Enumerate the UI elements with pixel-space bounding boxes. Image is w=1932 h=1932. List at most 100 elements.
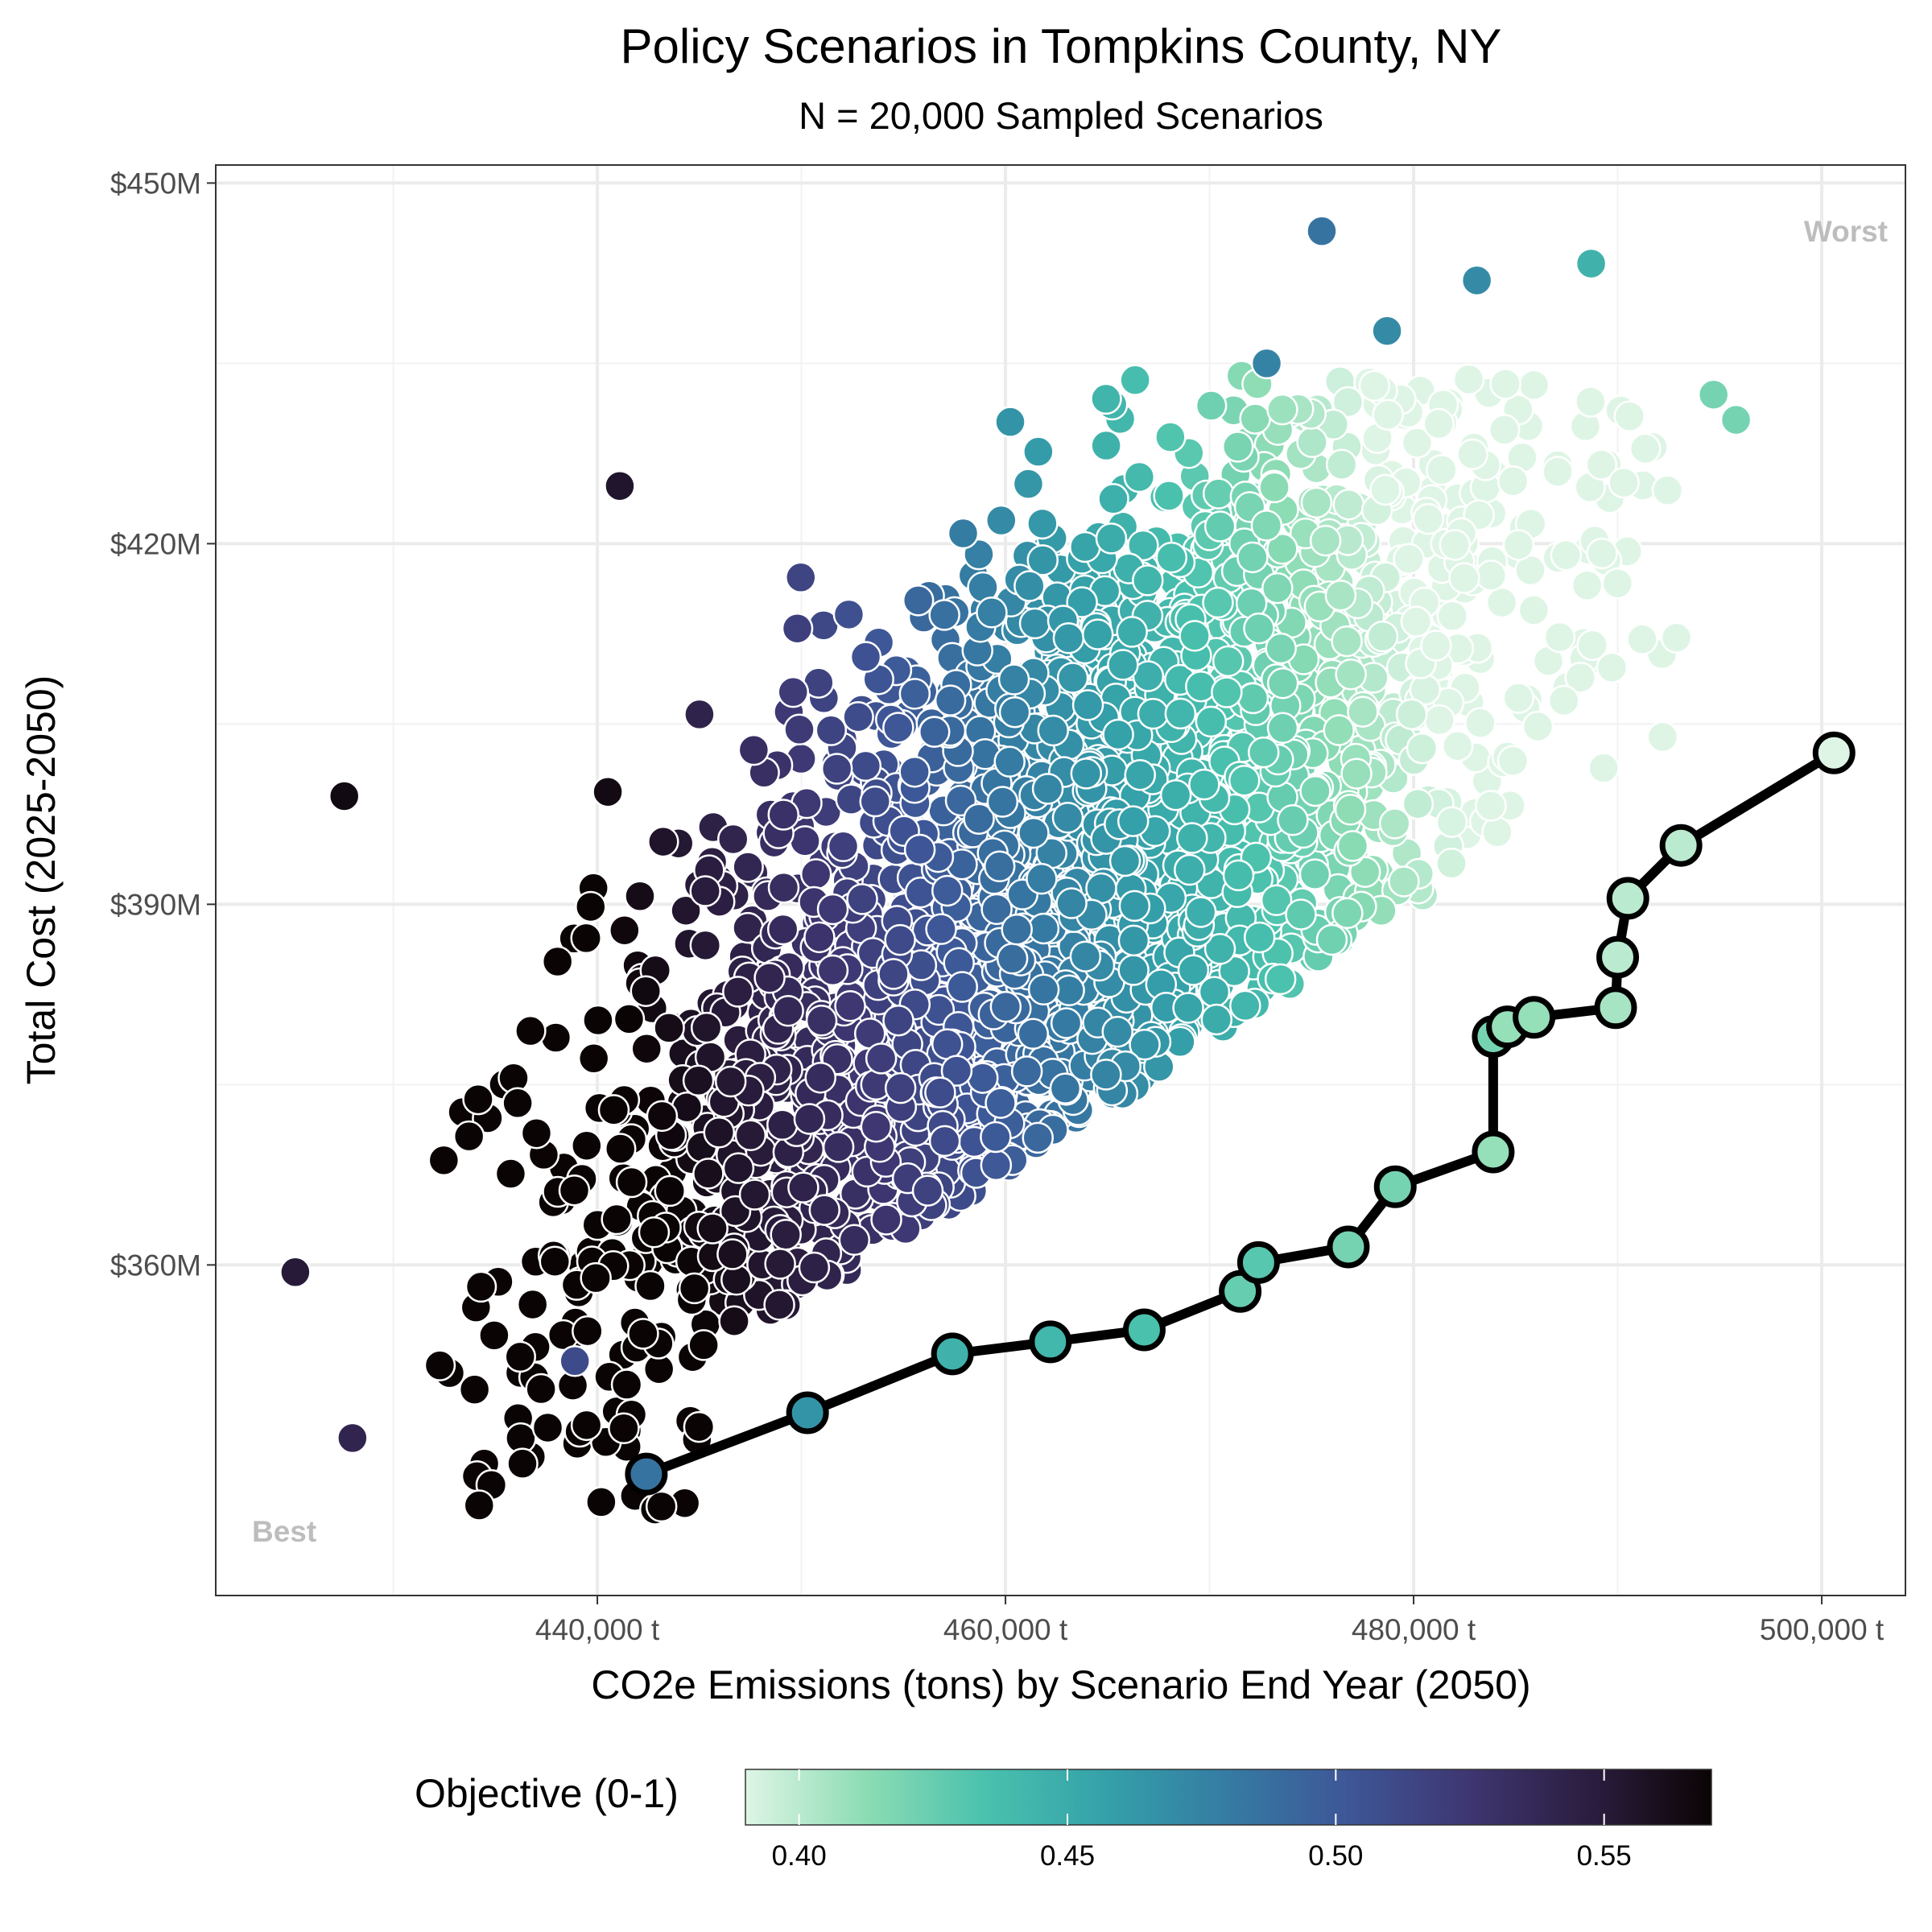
scenario-point	[985, 1087, 1017, 1119]
scenario-point	[1452, 363, 1485, 396]
scenario-point	[1022, 1121, 1054, 1154]
scenario-point	[1037, 714, 1069, 747]
scenario-point	[1285, 898, 1317, 931]
scenario-point	[1095, 522, 1128, 555]
scenario-point	[716, 1238, 749, 1270]
scenario-point	[1090, 1059, 1122, 1091]
scenario-point	[646, 1100, 679, 1133]
outlier-point	[1306, 215, 1338, 247]
scenario-point	[1124, 758, 1156, 791]
scenario-point	[608, 1412, 640, 1444]
scenario-point	[690, 1011, 723, 1044]
scenario-point	[1031, 773, 1064, 805]
scenario-point	[1400, 605, 1433, 638]
scenario-point	[1441, 729, 1474, 762]
scenario-point	[716, 823, 749, 856]
scenario-point	[1102, 718, 1134, 751]
scenario-point	[787, 1171, 819, 1203]
scenario-point	[1334, 794, 1367, 826]
scenario-point	[1331, 897, 1364, 930]
scenario-point	[689, 875, 721, 907]
scenario-point	[514, 1014, 547, 1047]
scenario-point	[504, 1340, 537, 1373]
scenario-point	[1576, 629, 1608, 662]
scenario-point	[832, 598, 865, 631]
scenario-point	[638, 1216, 671, 1249]
scenario-point	[911, 1174, 944, 1207]
scenario-point	[1436, 600, 1469, 633]
outlier-point	[1575, 247, 1608, 280]
outlier-point	[559, 1345, 591, 1377]
scenario-point	[1118, 890, 1151, 923]
scenario-point	[1026, 862, 1058, 895]
scenario-point	[849, 641, 882, 673]
scenario-point	[734, 1119, 767, 1152]
scenario-point	[877, 958, 910, 990]
scenario-point	[783, 713, 815, 746]
scenario-point	[1585, 448, 1618, 481]
scenario-point	[1177, 954, 1210, 986]
scenario-point	[703, 1117, 736, 1149]
pareto-point	[1373, 1165, 1417, 1208]
scenario-point	[846, 883, 878, 915]
scenario-point	[1119, 364, 1151, 396]
scenario-point	[1266, 667, 1299, 700]
scenario-point	[1264, 963, 1297, 996]
scenario-point	[1055, 887, 1088, 919]
outlier-point	[1697, 378, 1730, 411]
scenario-points	[279, 215, 1752, 1525]
scenario-point	[816, 893, 849, 926]
worst-corner-label: Worst	[1804, 215, 1888, 248]
scenario-point	[1340, 758, 1373, 790]
scenario-point	[1517, 594, 1550, 626]
scenario-point	[630, 1032, 663, 1065]
scenario-point	[1332, 488, 1365, 521]
scenario-point	[1097, 483, 1129, 515]
scenario-point	[898, 755, 931, 788]
scenario-point	[799, 858, 832, 890]
y-tick-label: $360M	[110, 1249, 201, 1282]
x-tick-label: 460,000 t	[943, 1613, 1068, 1646]
legend-title: Objective (0-1)	[415, 1771, 679, 1816]
x-tick-label: 440,000 t	[535, 1613, 660, 1646]
scenario-point	[1203, 933, 1236, 965]
scenario-point	[1348, 856, 1381, 888]
scenario-point	[1571, 569, 1604, 602]
scenario-point	[1195, 390, 1228, 422]
scenario-point	[986, 786, 1019, 818]
scenario-point	[1260, 884, 1293, 916]
scenario-point	[1001, 913, 1033, 946]
scenario-point	[793, 1103, 826, 1135]
scenario-point	[996, 943, 1029, 975]
scenario-point	[1211, 676, 1243, 708]
scenario-point	[1185, 670, 1217, 703]
scenario-point	[1422, 407, 1455, 440]
pareto-point	[786, 1391, 829, 1435]
scenario-point	[570, 922, 602, 955]
scenario-point	[1651, 474, 1684, 506]
legend-ticks: 0.40 0.45 0.50 0.55	[772, 1769, 1632, 1872]
scenario-point	[947, 517, 980, 550]
scenario-point	[1300, 486, 1333, 519]
scenario-point	[860, 1110, 893, 1143]
scenario-point	[859, 785, 891, 818]
scenario-point	[902, 584, 935, 617]
scenario-point	[1412, 502, 1445, 535]
scenario-point	[865, 1042, 898, 1075]
scenario-point	[1174, 853, 1206, 886]
scenario-point	[838, 1224, 871, 1257]
scenario-point	[624, 880, 656, 912]
scenario-point	[1296, 426, 1328, 459]
scenario-point	[1069, 530, 1101, 564]
scenario-point	[989, 990, 1022, 1023]
scenario-point	[692, 1158, 724, 1190]
scenario-point	[1564, 661, 1596, 694]
outlier-point	[1371, 315, 1403, 347]
scenario-point	[767, 871, 800, 904]
scenario-point	[822, 1131, 855, 1163]
scenario-point	[531, 1411, 564, 1444]
scenario-point	[1575, 386, 1607, 418]
scenario-point	[1123, 460, 1156, 493]
scenario-point	[1261, 572, 1294, 605]
scenario-point	[931, 874, 964, 907]
